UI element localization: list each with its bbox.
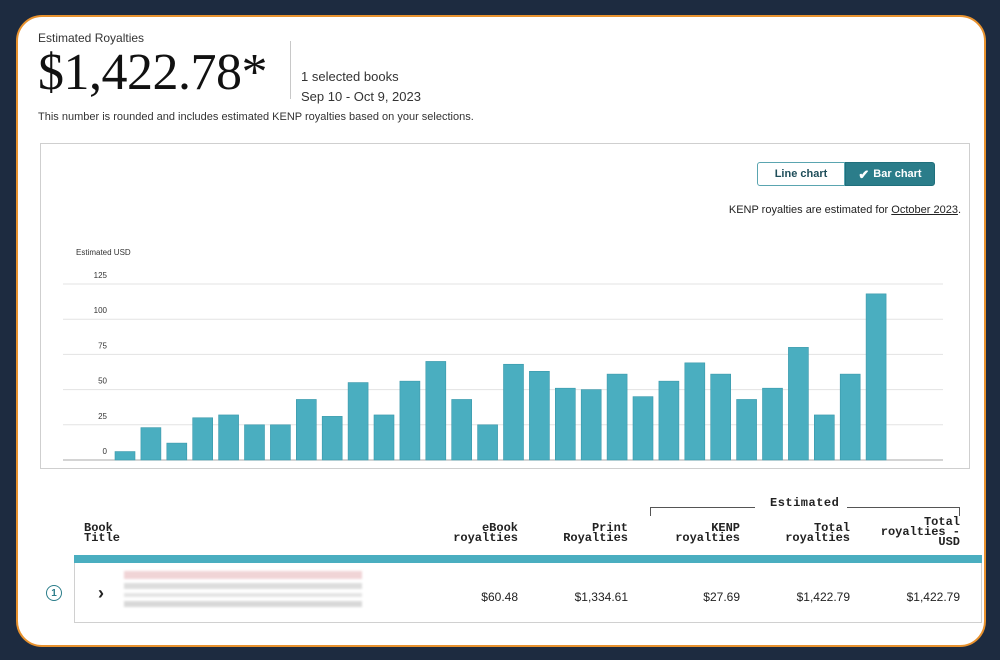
bar-21-sep [399,380,421,461]
bar-24-sep [477,424,498,461]
header-ebook-royalties: eBook royalties [453,521,518,545]
bar-05-oct [762,387,783,461]
y-tick-label: 25 [98,412,107,421]
y-tick-label: 100 [94,306,108,315]
header-total-royalties: Total royalties [785,521,850,545]
bar-27-sep [554,387,576,461]
book-title-thumbnail [124,571,362,615]
cell-print-royalties: $1,334.61 [574,590,628,604]
bar-chart-button[interactable]: ✔ Bar chart [845,162,935,186]
table-header-bar [74,555,982,563]
bar-22-sep [425,361,447,461]
y-axis-label: Estimated USD [76,248,131,257]
date-range: Sep 10 - Oct 9, 2023 [301,89,421,104]
royalties-amount: $1,422.78* [38,44,268,101]
y-tick-label: 125 [94,271,108,280]
bar-25-sep [503,363,524,461]
bar-16-sep [270,424,291,461]
bar-20-sep [373,414,395,461]
bar-28-sep [580,389,602,461]
checkmark-icon: ✔ [858,166,870,182]
royalties-card: Estimated Royalties $1,422.78* 1 selecte… [16,15,986,647]
bar-17-sep [296,399,317,461]
bar-11-sep [140,427,162,461]
chart-type-toggle: Line chart ✔ Bar chart [757,162,935,186]
bar-18-sep [321,416,343,461]
bar-09-oct [865,293,887,461]
estimated-group-label: Estimated [770,496,840,510]
bar-08-oct [839,373,861,461]
bracket-line-right [847,507,960,508]
royalties-chart: Line chart ✔ Bar chart KENP royalties ar… [40,143,970,469]
kenp-note-prefix: KENP royalties are estimated for [728,204,892,216]
line-chart-button[interactable]: Line chart [757,162,845,186]
y-tick-label: 0 [103,447,108,456]
bar-19-sep [347,382,369,461]
bar-02-oct [684,362,706,461]
bar-14-sep [218,414,239,461]
bracket-line-left [650,507,755,508]
selected-books-count: 1 selected books [301,69,399,84]
cell-ebook-royalties: $60.48 [481,590,518,604]
cell-total-royalties: $1,422.79 [796,590,850,604]
bar-30-sep [632,396,654,461]
bar-04-oct [736,399,757,461]
cell-total-royalties-usd: $1,422.79 [906,590,960,604]
header-print-royalties: Print Royalties [563,521,628,545]
bar-23-sep [451,399,473,461]
bar-29-sep [606,373,628,461]
header-total-royalties-usd: Total royalties - USD [880,515,960,549]
header-kenp-royalties: KENP royalties [675,521,740,545]
header-divider [290,41,291,99]
kenp-note-suffix: . [957,204,961,216]
bar-06-oct [788,347,809,461]
y-tick-label: 50 [98,377,107,386]
estimated-royalties-label: Estimated Royalties [38,31,145,45]
bar-03-oct [710,373,732,461]
row-number-badge: 1 [46,585,62,601]
bar-chart-svg: Estimated USD025507510012511 Sep13 Sep15… [63,248,943,461]
bar-chart-label: Bar chart [873,168,922,180]
bar-12-sep [166,442,188,461]
bar-07-oct [813,414,835,461]
kenp-estimate-note: KENP royalties are estimated for October… [729,204,961,216]
bracket-right-tick [959,507,960,516]
y-tick-label: 75 [98,341,107,350]
estimated-bracket [650,501,960,516]
rounding-note: This number is rounded and includes esti… [38,111,474,123]
bar-26-sep [529,370,550,461]
bar-01-oct [658,380,680,461]
bar-13-sep [192,417,213,461]
expand-chevron-icon[interactable]: › [98,583,104,603]
bar-15-sep [244,424,265,461]
cell-kenp-royalties: $27.69 [703,590,740,604]
bracket-left-tick [650,507,651,516]
header-book-title: Book Title [84,521,121,545]
kenp-month-link[interactable]: October 2023 [891,204,958,216]
bar-10-sep [114,451,136,461]
